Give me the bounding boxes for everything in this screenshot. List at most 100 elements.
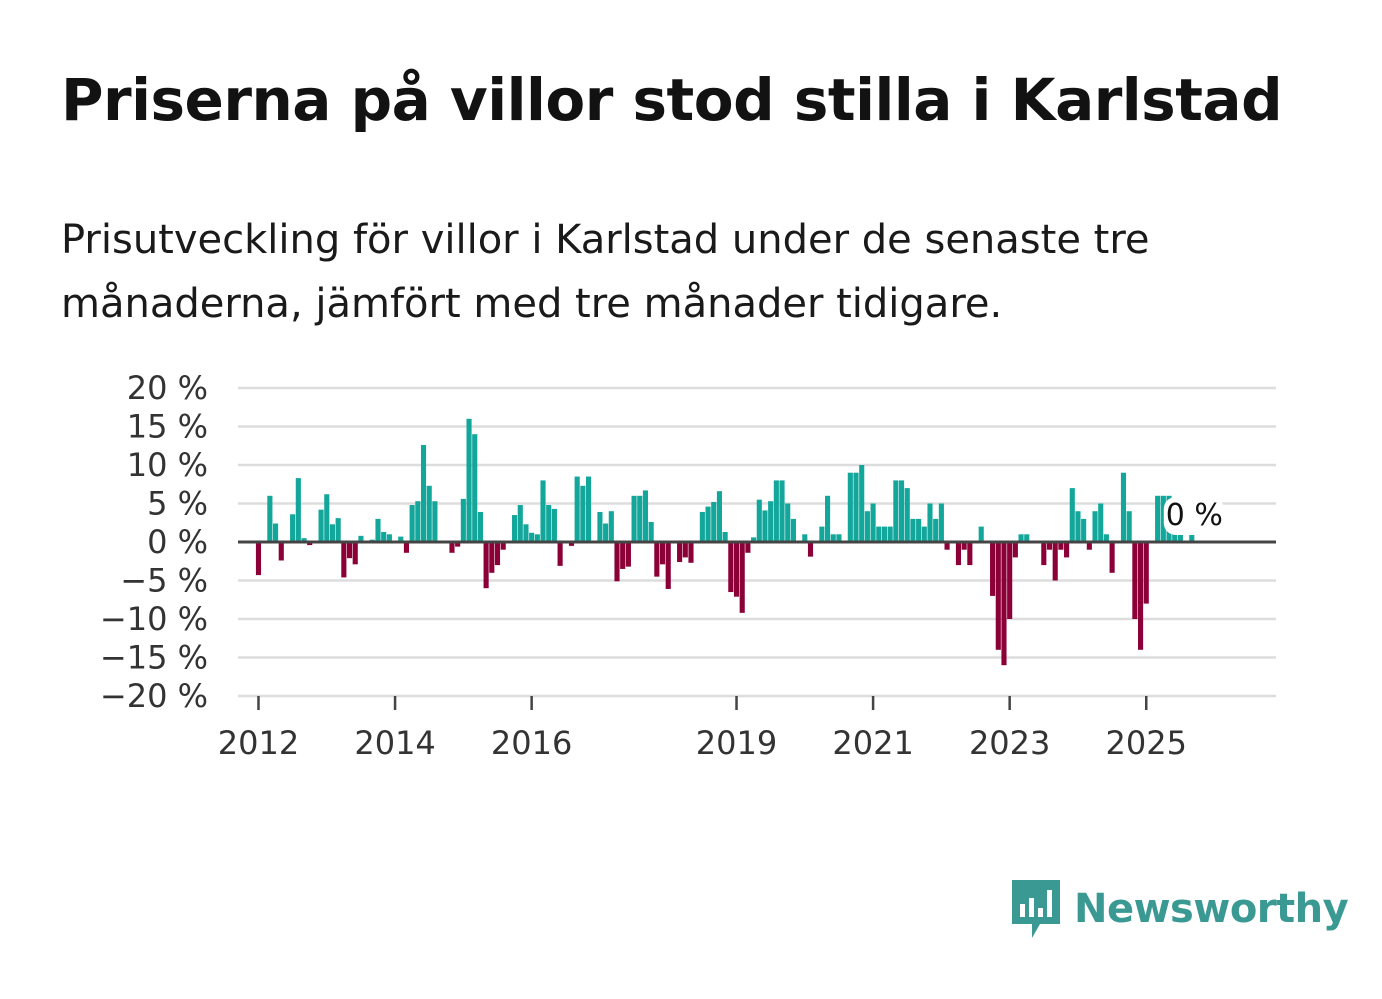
bar (529, 532, 535, 542)
bar (1120, 472, 1127, 542)
bar (324, 494, 330, 542)
bar (307, 542, 313, 546)
bar (1103, 534, 1109, 542)
newsworthy-logo[interactable]: Newsworthy (1010, 878, 1349, 940)
bar (773, 480, 779, 542)
bar (585, 476, 592, 542)
bar (898, 480, 905, 542)
bar (711, 501, 717, 542)
bar (540, 480, 546, 542)
bar (1155, 495, 1161, 542)
bar (534, 534, 540, 542)
bar (278, 542, 284, 561)
bar (551, 508, 557, 542)
bar (1018, 534, 1024, 542)
bar (272, 523, 279, 542)
brand-name: Newsworthy (1074, 886, 1349, 932)
bar (728, 542, 734, 593)
bar (716, 491, 723, 542)
bar (1069, 488, 1075, 542)
bar (1126, 511, 1132, 542)
bar (580, 485, 586, 542)
annotation-label: 0 % (1166, 498, 1223, 533)
chart-title: Priserna på villor stod stilla i Karlsta… (61, 66, 1283, 134)
bar (381, 531, 387, 542)
bar (500, 542, 506, 550)
bar (608, 511, 614, 542)
x-tick-label: 2021 (832, 724, 913, 762)
bar (677, 542, 683, 563)
bar (318, 509, 324, 542)
bar (790, 518, 796, 542)
bar (358, 535, 364, 542)
bar (341, 542, 347, 578)
bar (512, 515, 518, 542)
y-tick-label: 5 % (147, 485, 208, 523)
bar (938, 503, 944, 542)
chart-subtitle: Prisutveckling för villor i Karlstad und… (61, 217, 1150, 327)
bar (1086, 542, 1092, 550)
bar (682, 542, 688, 558)
bar (1081, 518, 1087, 542)
bar (1046, 542, 1053, 550)
bar (255, 542, 262, 576)
bar (659, 542, 666, 565)
x-tick-label: 2012 (218, 724, 299, 762)
bar (864, 511, 870, 542)
bar (1075, 511, 1081, 542)
bar (933, 518, 939, 542)
bar (455, 542, 461, 547)
bar (523, 524, 529, 542)
annotation-group: 0 % (1163, 497, 1224, 535)
bar (665, 542, 671, 589)
bar (807, 542, 814, 557)
bar (546, 505, 552, 542)
bar (967, 542, 973, 566)
bar (648, 521, 654, 542)
bar (927, 503, 933, 542)
bar (1058, 542, 1064, 550)
bar (489, 542, 495, 573)
bar (722, 531, 728, 542)
bar (432, 501, 438, 542)
bar (483, 542, 489, 589)
bar (1109, 542, 1115, 573)
bar (472, 434, 478, 542)
x-tick-label: 2016 (491, 724, 572, 762)
bar (847, 472, 853, 542)
bar (637, 495, 643, 542)
bar (477, 511, 483, 542)
y-tick-label: −10 % (100, 600, 208, 638)
bar (819, 526, 825, 542)
x-axis: 2012 2014 2016 2019 2021 2023 2025 (218, 696, 1187, 762)
bar (739, 542, 745, 613)
bar (881, 526, 888, 542)
bar (631, 495, 637, 542)
bar (494, 542, 501, 566)
bar (785, 503, 791, 542)
bar (1001, 542, 1007, 666)
bar (403, 542, 410, 553)
bar (603, 523, 609, 542)
bar (654, 542, 660, 577)
bar (751, 537, 757, 542)
bar (1143, 542, 1149, 604)
y-tick-label: 15 % (127, 408, 208, 446)
bar (756, 499, 762, 542)
bar (699, 511, 705, 542)
bar (1052, 542, 1058, 581)
bar (329, 524, 336, 542)
bar (733, 542, 740, 597)
bar (836, 534, 842, 542)
bar (335, 518, 341, 542)
bar (1092, 511, 1098, 542)
bar (904, 488, 910, 542)
x-tick-label: 2014 (354, 724, 435, 762)
bar (955, 542, 962, 566)
bar (1137, 542, 1144, 650)
bar (295, 478, 301, 542)
bar (990, 542, 996, 596)
bar (1012, 542, 1018, 558)
bar (449, 542, 455, 553)
bar (1098, 503, 1104, 542)
